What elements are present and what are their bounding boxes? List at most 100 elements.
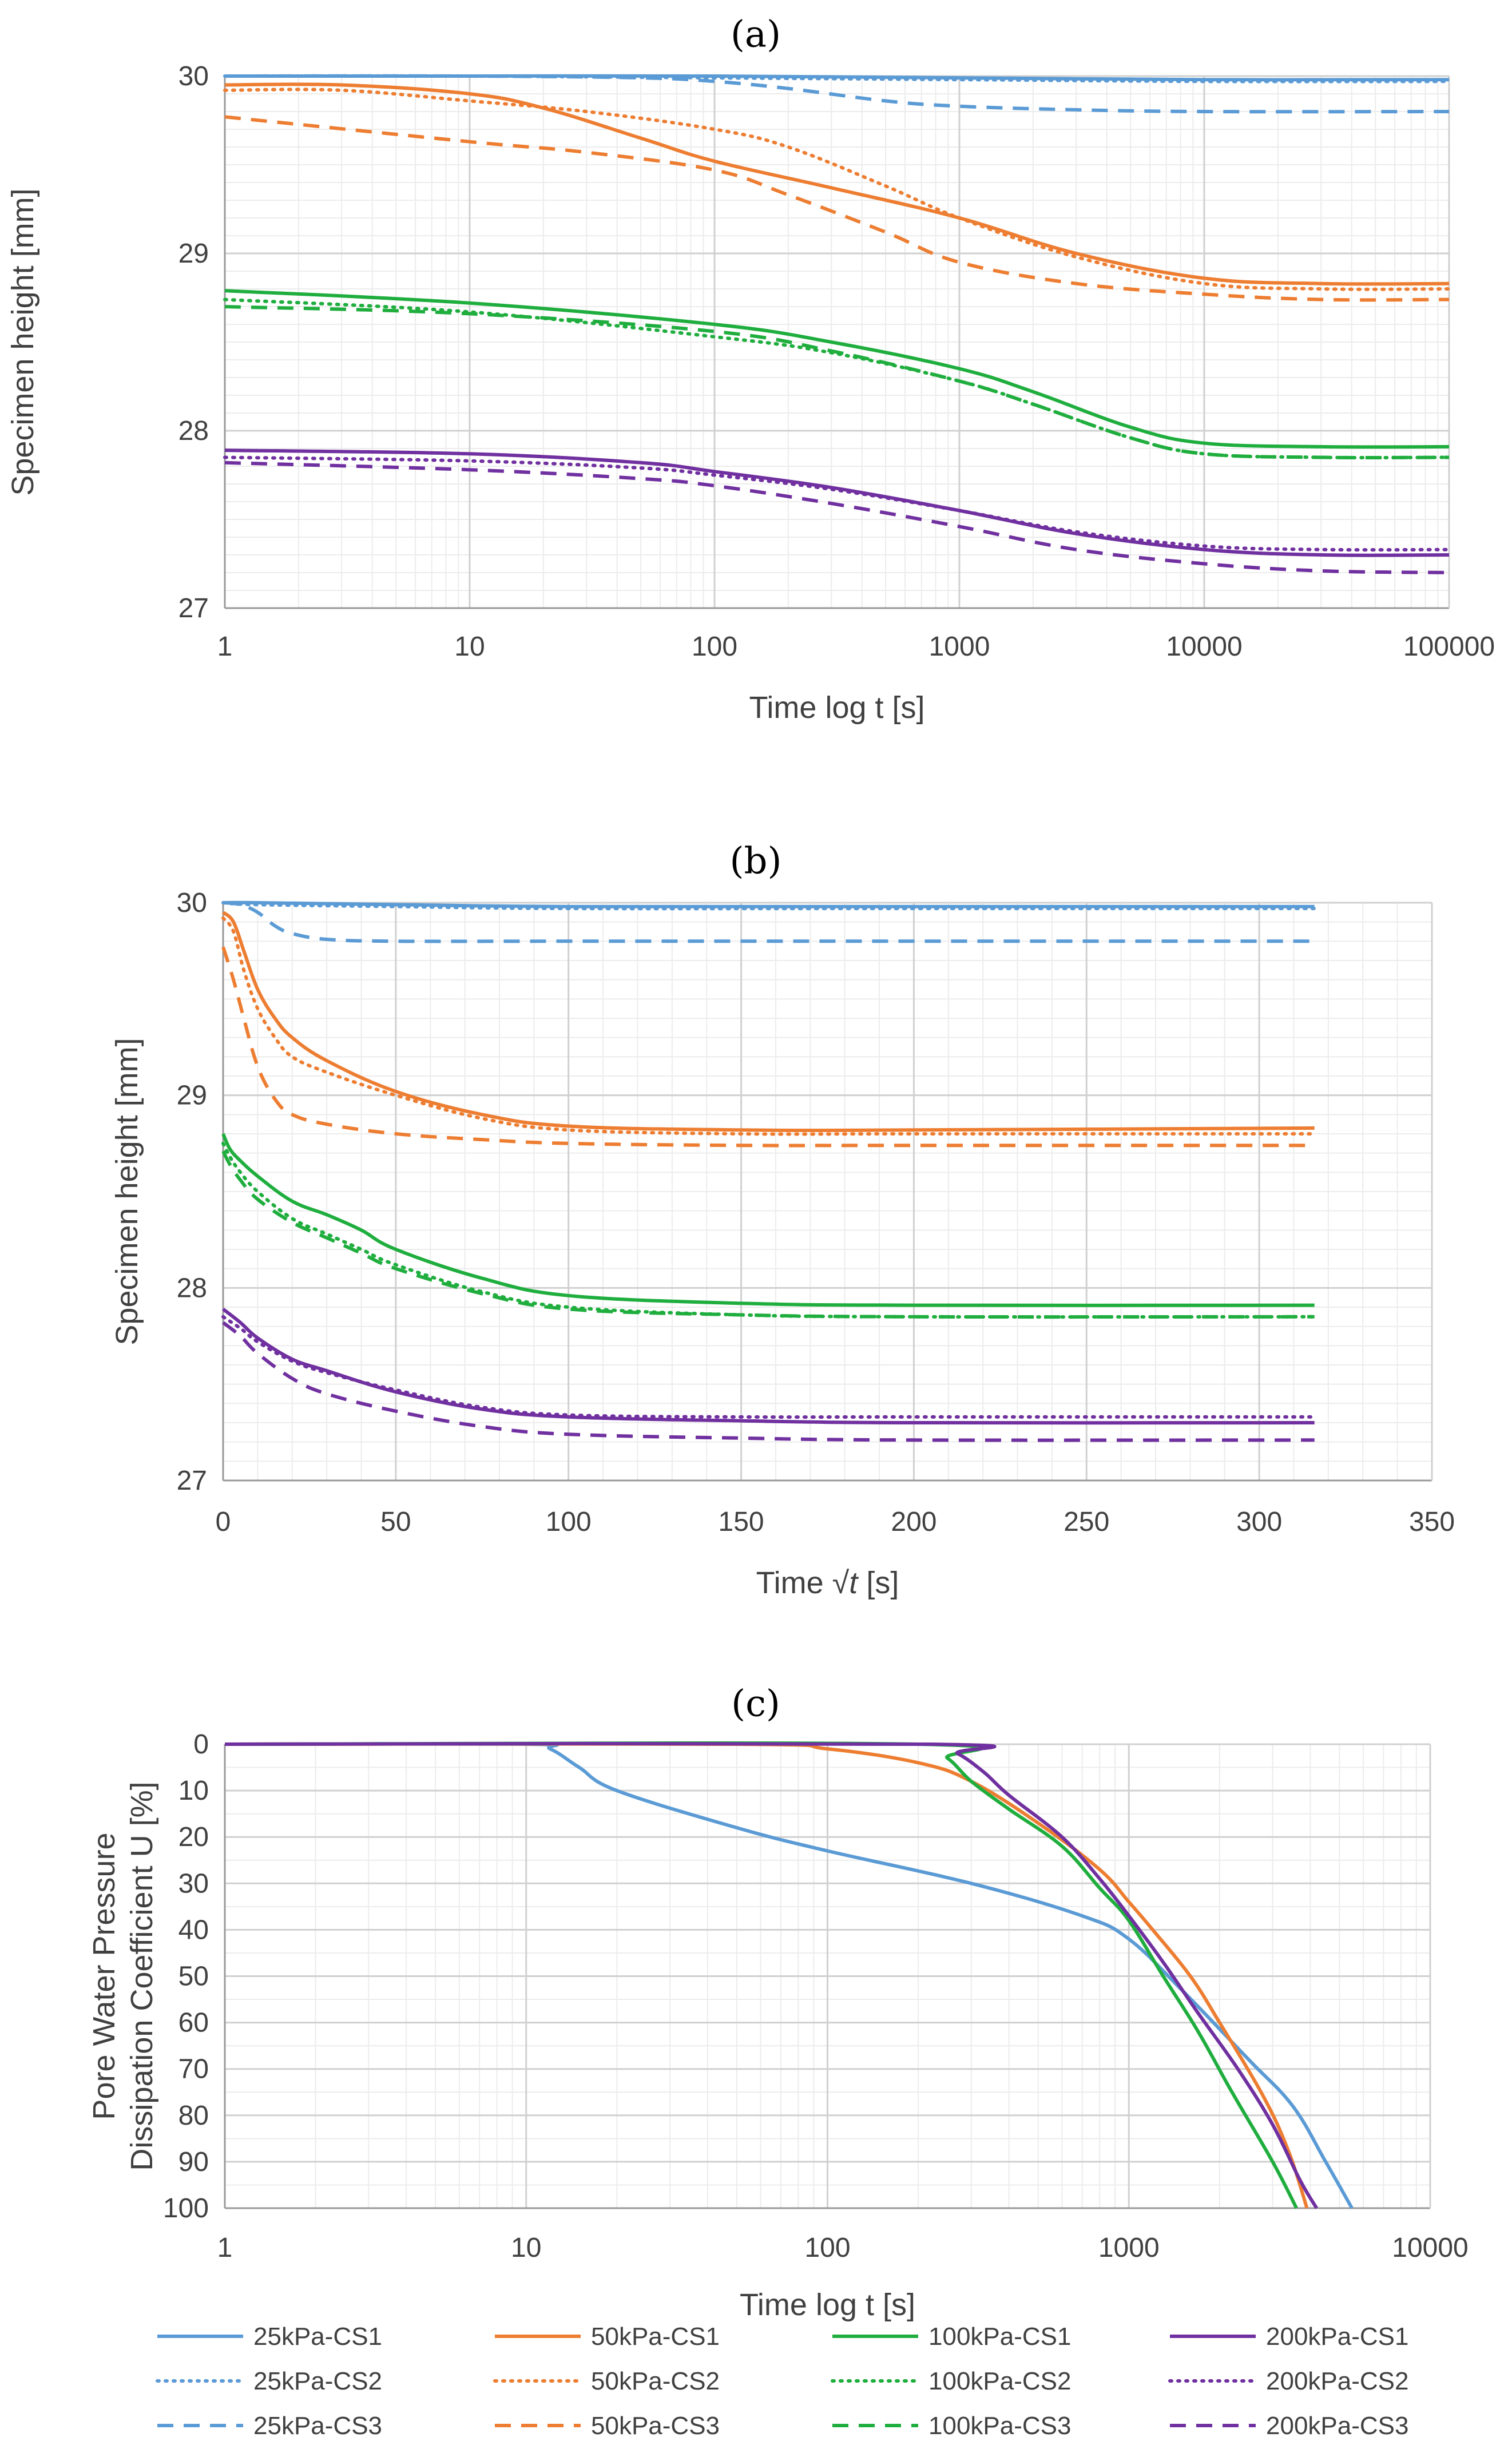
- y-tick-label: 90: [178, 2147, 209, 2177]
- x-tick-label: 350: [1409, 1507, 1455, 1537]
- x-axis-title: Time log t [s]: [749, 690, 924, 725]
- legend-label: 200kPa-CS2: [1266, 2367, 1408, 2395]
- y-tick-label: 80: [178, 2101, 209, 2131]
- series-line-b-200kPa-CS3: [222, 1321, 1315, 1442]
- x-tick-label: 100000: [1403, 632, 1495, 662]
- series-group: [223, 74, 1451, 574]
- series-line-b-100kPa-CS1: [221, 1133, 1315, 1307]
- y-tick-label: 50: [178, 1962, 209, 1992]
- x-tick-label: 250: [1063, 1507, 1109, 1537]
- series-line-b-25kPa-CS2: [221, 901, 1316, 911]
- y-axis-title: Specimen height [mm]: [110, 1038, 144, 1345]
- x-axis-title-var: t: [849, 1566, 859, 1600]
- x-axis-title-part: Time √: [756, 1566, 850, 1600]
- x-tick-label: 50: [380, 1507, 411, 1537]
- series-line-b-50kPa-CS2: [221, 916, 1316, 1136]
- series-line-a-200kPa-CS3: [224, 461, 1450, 574]
- x-axis-title: Time √t [s]: [756, 1566, 899, 1600]
- x-tick-label: 150: [719, 1507, 764, 1537]
- legend-item: 50kPa-CS3: [495, 2412, 720, 2440]
- panel-label: (c): [731, 1683, 780, 1725]
- y-tick-label: 28: [177, 1273, 207, 1303]
- x-tick-label: 100: [804, 2233, 850, 2263]
- series-line-b-50kPa-CS3: [221, 946, 1315, 1148]
- legend-item: 25kPa-CS2: [156, 2367, 382, 2395]
- legend-label: 100kPa-CS2: [928, 2367, 1071, 2395]
- series-line-a-25kPa-CS3: [224, 74, 1450, 114]
- legend-label: 25kPa-CS1: [253, 2323, 382, 2351]
- series-line-a-25kPa-CS2: [223, 74, 1451, 84]
- series-line-a-100kPa-CS3: [224, 305, 1450, 459]
- y-tick-label: 100: [163, 2193, 209, 2224]
- legend-item: 100kPa-CS2: [831, 2367, 1071, 2395]
- legend-item: 200kPa-CS3: [1170, 2412, 1408, 2440]
- y-tick-label: 20: [178, 1822, 209, 1852]
- chart-panel-b: (b) 0 50 100 150 200 250 300 350 27 28 29 30 Time √t …: [110, 840, 1455, 1601]
- series-line-a-200kPa-CS2: [223, 455, 1451, 552]
- series-line-c-200kPa-CS1: [224, 1741, 1319, 2209]
- legend: 25kPa-CS1 50kPa-CS1 100kPa-CS1 200kPa-CS1 25…: [156, 2323, 1408, 2440]
- x-tick-label: 100: [546, 1507, 592, 1537]
- panel-label: (b): [730, 840, 782, 883]
- y-tick-label: 29: [178, 239, 209, 269]
- series-group: [224, 1741, 1354, 2209]
- x-tick-label: 300: [1236, 1507, 1282, 1537]
- grid: [224, 75, 1450, 609]
- y-axis-title-line2: Dissipation Coefficient U [%]: [125, 1781, 159, 2170]
- x-tick-label: 10000: [1392, 2233, 1468, 2263]
- grid: [222, 902, 1433, 1482]
- legend-label: 200kPa-CS3: [1266, 2412, 1408, 2440]
- y-tick-label: 0: [193, 1729, 209, 1760]
- legend-label: 50kPa-CS3: [591, 2412, 720, 2440]
- x-tick-label: 1000: [929, 632, 990, 662]
- legend-item: 200kPa-CS1: [1170, 2323, 1408, 2351]
- x-axis-title-part: [s]: [858, 1566, 899, 1600]
- series-line-b-200kPa-CS1: [222, 1308, 1315, 1425]
- series-line-a-50kPa-CS2: [223, 88, 1451, 291]
- legend-label: 50kPa-CS2: [591, 2367, 720, 2395]
- x-tick-label: 1: [217, 2233, 233, 2263]
- legend-label: 100kPa-CS3: [928, 2412, 1071, 2440]
- legend-item: 100kPa-CS1: [832, 2323, 1071, 2351]
- x-tick-label: 0: [216, 1507, 231, 1537]
- y-tick-label: 27: [177, 1466, 207, 1496]
- series-line-a-50kPa-CS1: [224, 82, 1450, 286]
- series-line-a-50kPa-CS3: [224, 115, 1450, 302]
- x-tick-label: 1: [217, 632, 233, 662]
- y-tick-label: 10: [178, 1776, 209, 1806]
- series-group: [221, 900, 1316, 1442]
- grid: [224, 1743, 1431, 2209]
- y-tick-label: 28: [178, 416, 209, 446]
- y-tick-label: 30: [178, 1868, 209, 1899]
- legend-label: 100kPa-CS1: [928, 2323, 1071, 2351]
- x-tick-label: 200: [891, 1507, 936, 1537]
- y-tick-label: 30: [177, 888, 207, 918]
- series-line-b-100kPa-CS3: [221, 1150, 1315, 1319]
- series-line-b-100kPa-CS2: [221, 1141, 1316, 1319]
- legend-label: 25kPa-CS2: [253, 2367, 382, 2395]
- x-tick-label: 1000: [1098, 2233, 1160, 2263]
- x-tick-label: 10000: [1166, 632, 1242, 662]
- legend-label: 200kPa-CS1: [1266, 2323, 1408, 2351]
- y-tick-label: 29: [177, 1081, 207, 1111]
- y-tick-label: 30: [178, 61, 209, 92]
- legend-item: 25kPa-CS1: [157, 2323, 382, 2351]
- y-axis-title: Pore Water Pressure Dissipation Coefficie…: [87, 1781, 159, 2170]
- x-tick-label: 10: [511, 2233, 541, 2263]
- series-line-b-50kPa-CS1: [221, 911, 1315, 1132]
- series-line-c-25kPa-CS1: [224, 1742, 1354, 2209]
- legend-item: 100kPa-CS3: [832, 2412, 1071, 2440]
- legend-item: 50kPa-CS1: [495, 2323, 720, 2351]
- x-tick-label: 100: [692, 632, 737, 662]
- series-line-b-25kPa-CS3: [223, 901, 1315, 943]
- legend-item: 200kPa-CS2: [1168, 2367, 1408, 2395]
- x-axis-title: Time log t [s]: [740, 2288, 915, 2322]
- legend-label: 25kPa-CS3: [253, 2412, 382, 2440]
- chart-panel-a: (a) 1 10 100 1000 10000 100000 27 28 29 30 Time log…: [6, 14, 1495, 725]
- series-line-b-200kPa-CS2: [221, 1315, 1316, 1419]
- panel-label: (a): [731, 14, 781, 56]
- legend-label: 50kPa-CS1: [591, 2323, 720, 2351]
- series-line-a-100kPa-CS2: [223, 297, 1451, 459]
- legend-item: 25kPa-CS3: [157, 2412, 382, 2440]
